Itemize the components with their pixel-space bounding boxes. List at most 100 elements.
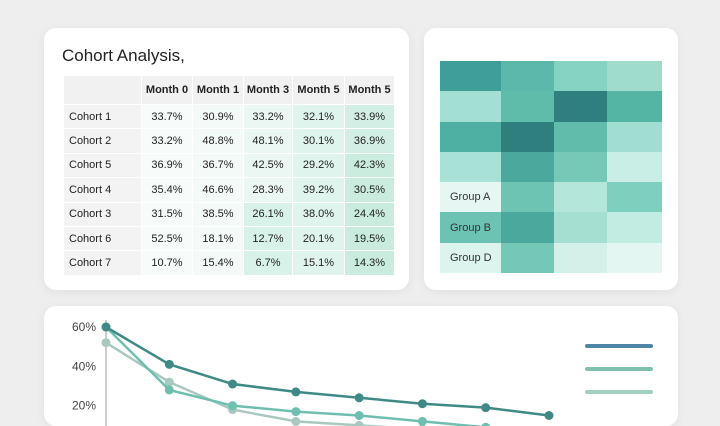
retention-line-chart: 60% 40% 20%: [72, 320, 653, 426]
heatmap-row-label: Group A: [450, 191, 491, 204]
cohort-header-row: Month 0 Month 1 Month 3 Month 5 Month 5: [64, 76, 394, 104]
table-cell: 6.7%: [244, 251, 292, 275]
heatmap-cell: [440, 91, 501, 122]
table-row: Cohort 2 33.2% 48.8% 48.1% 30.1% 36.9%: [64, 129, 394, 153]
heatmap-cell: [554, 212, 607, 243]
table-cell: 29.2%: [293, 153, 344, 178]
table-cell: 38.0%: [293, 202, 344, 226]
heatmap-cell: [554, 151, 607, 183]
heatmap-cell: [440, 61, 501, 92]
data-point[interactable]: [164, 377, 174, 387]
heatmap-cell: [607, 91, 662, 122]
table-cell: 14.3%: [345, 251, 394, 275]
cohort-title: Cohort Analysis,: [62, 46, 185, 65]
heatmap-cell: [554, 242, 607, 273]
table-cell: 35.4%: [142, 178, 192, 202]
heatmap-cell: [607, 61, 662, 92]
cohort-table: Month 0 Month 1 Month 3 Month 5 Month 5 …: [63, 75, 395, 276]
table-cell: 36.7%: [193, 153, 243, 178]
heatmap-card: Group A Group B Group D: [424, 28, 678, 290]
heatmap-cell: [440, 121, 501, 152]
heatmap-row-label: Group D: [450, 251, 492, 264]
data-point[interactable]: [164, 359, 174, 369]
table-cell: 36.9%: [142, 153, 192, 178]
heatmap-cell: [501, 212, 554, 243]
heatmap-cell: [440, 151, 501, 183]
table-row: Cohort 5 36.9% 36.7% 42.5% 29.2% 42.3%: [64, 153, 394, 178]
table-cell: 33.2%: [142, 129, 192, 153]
row-label: Cohort 7: [64, 251, 141, 275]
data-point[interactable]: [544, 411, 554, 420]
row-label: Cohort 3: [64, 202, 141, 226]
heatmap-cell: [501, 182, 554, 213]
heatmap-row-label: Group B: [450, 221, 491, 234]
column-header[interactable]: Month 1: [193, 76, 243, 104]
column-header[interactable]: Month 3: [244, 76, 292, 104]
series-line: [105, 326, 486, 426]
table-cell: 48.8%: [193, 129, 243, 153]
y-tick-label: 20%: [72, 399, 96, 413]
table-row: Cohort 1 33.7% 30.9% 33.2% 32.1% 33.9%: [64, 105, 394, 129]
table-cell: 30.1%: [293, 129, 344, 153]
table-cell: 18.1%: [193, 226, 243, 251]
row-label: Cohort 2: [64, 129, 141, 153]
table-cell: 38.5%: [193, 202, 243, 226]
table-cell: 52.5%: [142, 226, 192, 251]
row-label: Cohort 6: [64, 226, 141, 251]
table-cell: 20.1%: [293, 226, 344, 251]
column-header[interactable]: Month 0: [142, 76, 192, 104]
heatmap-grid: Group A Group B Group D: [440, 61, 662, 273]
table-cell: 36.9%: [345, 129, 394, 153]
table-cell: 24.4%: [345, 202, 394, 226]
data-point[interactable]: [354, 393, 364, 403]
column-header[interactable]: Month 5: [345, 76, 394, 104]
data-point[interactable]: [164, 385, 174, 395]
table-row: Cohort 7 10.7% 15.4% 6.7% 15.1% 14.3%: [64, 251, 394, 275]
table-cell: 12.7%: [244, 226, 292, 251]
table-cell: 31.5%: [142, 202, 192, 226]
heatmap-cell: [607, 182, 662, 213]
table-cell: 33.9%: [345, 105, 394, 129]
data-point[interactable]: [354, 420, 364, 426]
heatmap-cell: [501, 61, 554, 92]
table-cell: 46.6%: [193, 178, 243, 202]
heatmap-cell: [607, 212, 662, 243]
data-point[interactable]: [101, 322, 111, 332]
heatmap-cell: [501, 151, 554, 183]
heatmap-cell: [501, 242, 554, 273]
heatmap-cell: Group B: [440, 212, 501, 243]
retention-chart-card: 60% 40% 20%: [44, 306, 678, 426]
heatmap-cell: [554, 182, 607, 213]
table-cell: 39.2%: [293, 178, 344, 202]
data-point[interactable]: [481, 403, 491, 413]
data-point[interactable]: [291, 407, 301, 417]
table-row: Cohort 3 31.5% 38.5% 26.1% 38.0% 24.4%: [64, 202, 394, 226]
heatmap-cell: Group A: [440, 182, 501, 213]
data-point[interactable]: [291, 416, 301, 426]
column-header[interactable]: Month 5: [293, 76, 344, 104]
heatmap-cell: [607, 151, 662, 183]
row-label: Cohort 1: [64, 105, 141, 129]
table-cell: 19.5%: [345, 226, 394, 251]
data-point[interactable]: [101, 338, 111, 348]
heatmap-cell: [501, 121, 554, 152]
table-cell: 32.1%: [293, 105, 344, 129]
table-cell: 30.9%: [193, 105, 243, 129]
cohort-analysis-card: Cohort Analysis, Month 0 Month 1 Month 3…: [44, 28, 409, 290]
data-point[interactable]: [417, 399, 427, 409]
corner-cell: [64, 76, 141, 104]
heatmap-cell: [554, 91, 607, 122]
heatmap-cell: [554, 121, 607, 152]
heatmap-cell: [501, 91, 554, 122]
row-label: Cohort 5: [64, 153, 141, 178]
y-tick-label: 40%: [72, 359, 96, 373]
data-point[interactable]: [228, 401, 238, 411]
data-point[interactable]: [291, 387, 301, 397]
table-cell: 28.3%: [244, 178, 292, 202]
series-line: [105, 325, 550, 417]
data-point[interactable]: [417, 416, 427, 426]
table-row: Cohort 4 35.4% 46.6% 28.3% 39.2% 30.5%: [64, 178, 394, 202]
data-point[interactable]: [228, 379, 238, 389]
data-point[interactable]: [354, 411, 364, 420]
table-cell: 10.7%: [142, 251, 192, 275]
